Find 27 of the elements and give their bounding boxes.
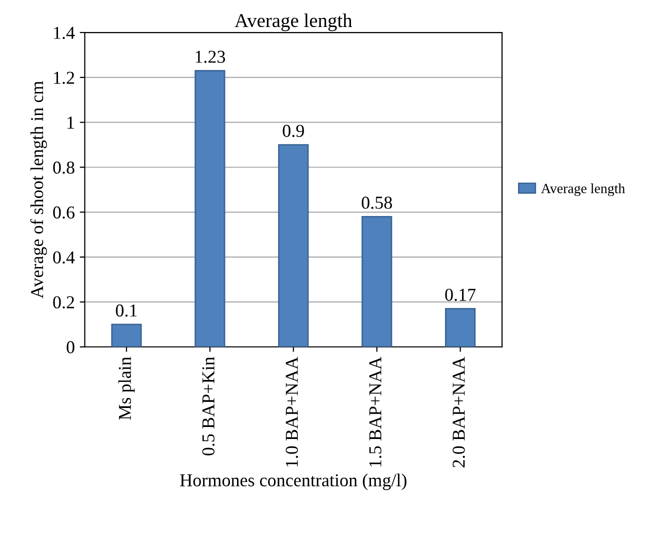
x-tick-label: 2.0 BAP+NAA xyxy=(452,356,465,468)
data-label: 0.17 xyxy=(445,288,476,301)
y-axis-title: Average of shoot length in cm xyxy=(30,81,47,298)
y-tick-label: 1 xyxy=(68,116,74,129)
x-tick-label: Ms plain xyxy=(118,356,135,420)
bar xyxy=(194,70,226,347)
y-tick-label: 0.4 xyxy=(53,251,75,264)
data-label: 0.1 xyxy=(116,304,137,317)
x-tick-label: 0.5 BAP+Kin xyxy=(202,356,215,456)
y-tick-label: 1.2 xyxy=(54,72,74,84)
y-tick-label: 0.6 xyxy=(53,206,74,219)
y-tick-label: 0 xyxy=(66,341,74,354)
data-label: 0.9 xyxy=(282,124,304,138)
y-tick-label: 1.4 xyxy=(54,26,75,40)
legend-label: Average length xyxy=(541,183,625,196)
x-tick-label: 1.0 BAP+NAA xyxy=(286,356,298,467)
data-label: 0.58 xyxy=(362,196,392,209)
chart-title: Average length xyxy=(234,13,352,32)
y-tick-label: 0.8 xyxy=(53,162,74,174)
bar xyxy=(278,144,309,347)
bar xyxy=(445,308,476,347)
data-label: 1.23 xyxy=(196,50,226,63)
x-axis-title: Hormones concentration (mg/l) xyxy=(180,474,406,490)
bar xyxy=(111,324,142,347)
bar xyxy=(362,216,392,347)
x-tick-label: 1.5 BAP+NAA xyxy=(369,356,382,467)
y-tick-label: 0.2 xyxy=(53,296,74,308)
